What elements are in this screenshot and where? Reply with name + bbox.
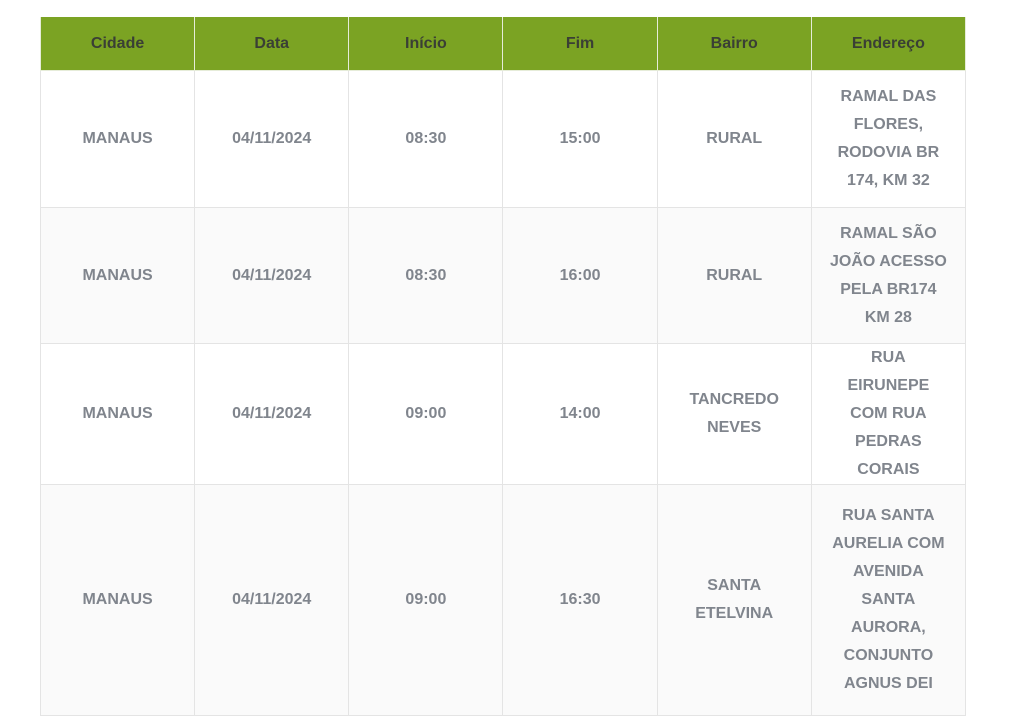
cell-cidade: MANAUS — [39, 70, 196, 208]
cell-fim: 16:30 — [502, 484, 658, 716]
cell-cidade: MANAUS — [39, 207, 196, 344]
header-endereco: Endereço — [810, 17, 967, 71]
cell-inicio: 08:30 — [348, 70, 504, 208]
cell-data: 04/11/2024 — [194, 343, 350, 485]
cell-fim: 14:00 — [502, 343, 658, 485]
header-bairro: Bairro — [656, 17, 812, 71]
cell-endereco: RUA SANTA AURELIA COM AVENIDA SANTA AURO… — [810, 484, 967, 716]
cell-cidade: MANAUS — [39, 484, 196, 716]
cell-inicio: 08:30 — [348, 207, 504, 344]
cell-bairro: RURAL — [656, 70, 812, 208]
cell-bairro: TANCREDO NEVES — [656, 343, 812, 485]
cell-fim: 15:00 — [502, 70, 658, 208]
cell-endereco: RAMAL DAS FLORES, RODOVIA BR 174, KM 32 — [810, 70, 967, 208]
cell-bairro: SANTA ETELVINA — [656, 484, 812, 716]
cell-inicio: 09:00 — [348, 484, 504, 716]
cell-data: 04/11/2024 — [194, 70, 350, 208]
table-header-row: Cidade Data Início Fim Bairro Endereço — [39, 17, 967, 71]
header-cidade: Cidade — [39, 17, 196, 71]
cell-data: 04/11/2024 — [194, 207, 350, 344]
cell-endereco: RUA EIRUNEPE COM RUA PEDRAS CORAIS — [810, 343, 967, 485]
cell-inicio: 09:00 — [348, 343, 504, 485]
cell-cidade: MANAUS — [39, 343, 196, 485]
table-row: MANAUS 04/11/2024 08:30 16:00 RURAL RAMA… — [39, 207, 967, 344]
cell-data: 04/11/2024 — [194, 484, 350, 716]
header-fim: Fim — [502, 17, 658, 71]
schedule-table: Cidade Data Início Fim Bairro Endereço M… — [39, 17, 967, 716]
header-data: Data — [194, 17, 350, 71]
table-row: MANAUS 04/11/2024 09:00 16:30 SANTA ETEL… — [39, 484, 967, 716]
header-inicio: Início — [348, 17, 504, 71]
cell-endereco: RAMAL SÃO JOÃO ACESSO PELA BR174 KM 28 — [810, 207, 967, 344]
cell-bairro: RURAL — [656, 207, 812, 344]
cell-fim: 16:00 — [502, 207, 658, 344]
table-row: MANAUS 04/11/2024 08:30 15:00 RURAL RAMA… — [39, 70, 967, 208]
table-row: MANAUS 04/11/2024 09:00 14:00 TANCREDO N… — [39, 343, 967, 485]
